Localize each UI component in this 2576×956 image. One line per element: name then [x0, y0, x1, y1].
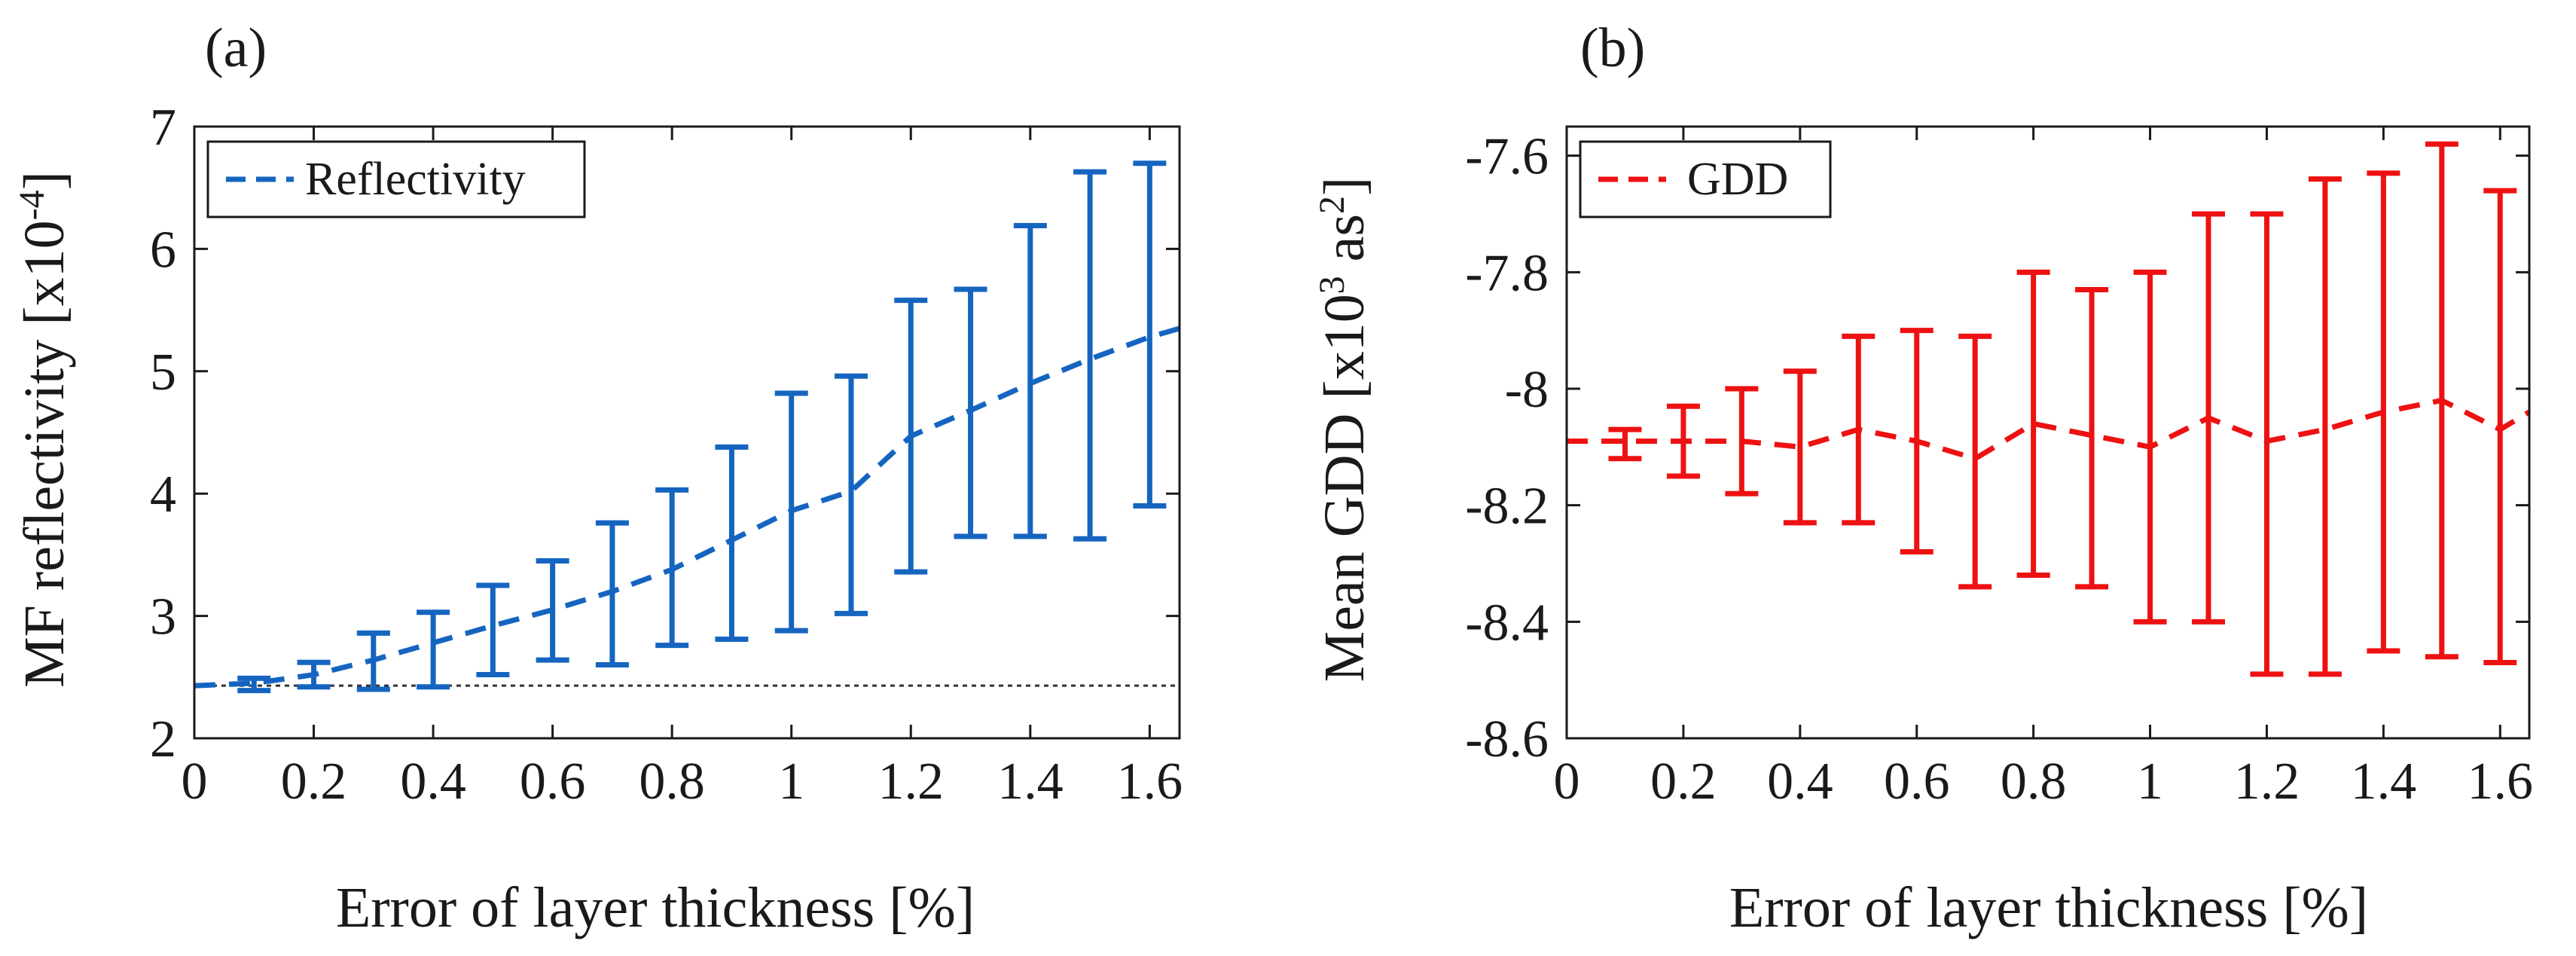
- b-error-bar: [1608, 426, 1642, 462]
- panel-a: (a) 0 0.2 0.4 0.6 0.8 1 1.2 1.4 1.6 2 3 4 5 6 7 Reflec…: [12, 17, 1183, 939]
- b-ytick-label: -7.8: [1465, 244, 1549, 302]
- b-error-bar: [2133, 269, 2167, 625]
- b-legend-box: [1579, 140, 1832, 218]
- b-error-bar: [1666, 403, 1700, 479]
- b-legend: GDD: [1579, 140, 1832, 218]
- b-xtick-label: 1.4: [2351, 753, 2417, 811]
- a-xlabel: Error of layer thickness [%]: [336, 876, 975, 939]
- a-ytick-label: 5: [150, 344, 176, 402]
- a-error-bar: [954, 286, 987, 539]
- panel-label-a: (a): [205, 17, 267, 79]
- b-error-bar: [2367, 170, 2401, 654]
- b-ytick-label: -8.6: [1465, 710, 1549, 768]
- b-error-bars: [1608, 141, 2517, 677]
- b-ytick-label: -8: [1505, 361, 1549, 419]
- a-xtick-label: 0: [182, 753, 208, 811]
- panel-label-b: (b): [1580, 17, 1645, 79]
- b-error-bar: [2075, 287, 2109, 590]
- a-error-bar: [595, 520, 629, 668]
- b-ylabel-end: ]: [1313, 177, 1376, 196]
- b-ytick-label: -7.6: [1465, 128, 1549, 186]
- a-xtick-label: 0.8: [639, 753, 705, 811]
- b-xtick-label: 0.4: [1767, 753, 1833, 811]
- a-ylabel-end: ]: [13, 171, 76, 190]
- a-legend: Reflectivity: [206, 140, 586, 218]
- a-xtick-label: 0.6: [520, 753, 586, 811]
- b-ylabel-exponent-2: 2: [1312, 196, 1352, 214]
- b-xtick-label: 0: [1554, 753, 1580, 811]
- a-error-bar: [356, 630, 390, 692]
- a-mean-line: [194, 325, 1180, 689]
- a-error-bar: [476, 582, 510, 678]
- a-xtick-label: 1.4: [997, 753, 1064, 811]
- a-ytick-label: 6: [150, 221, 176, 279]
- b-error-bar: [1900, 328, 1934, 555]
- a-tick-labels: 0 0.2 0.4 0.6 0.8 1 1.2 1.4 1.6 2 3 4 5 6 7: [150, 99, 1183, 811]
- a-error-bar: [297, 659, 331, 690]
- a-error-bar: [536, 558, 569, 663]
- a-error-bar: [774, 390, 808, 634]
- a-error-bar: [417, 609, 450, 690]
- a-legend-label: Reflectivity: [305, 154, 526, 205]
- b-xtick-label: 0.8: [2001, 753, 2067, 811]
- panel-b: (b) 0 0.2 0.4 0.6 0.8 1 1.2 1.4 1.6 -8.6 -8.4 -8.2 -…: [1312, 17, 2534, 939]
- a-error-bar: [894, 298, 928, 575]
- a-error-bars: [237, 160, 1167, 694]
- a-ylabel-main: MF reflectivity [x10: [13, 220, 76, 688]
- b-error-bar: [2308, 176, 2342, 677]
- b-ylabel-unit: as: [1313, 214, 1376, 276]
- b-error-bar: [2425, 141, 2458, 660]
- a-ytick-label: 3: [150, 588, 176, 646]
- a-error-bar: [1073, 169, 1107, 542]
- a-xtick-label: 0.4: [400, 753, 466, 811]
- b-error-bar: [2483, 188, 2517, 665]
- b-xtick-label: 0.2: [1650, 753, 1717, 811]
- b-error-bar: [1725, 386, 1759, 496]
- b-ylabel: Mean GDD [x103 as2]: [1312, 177, 1377, 683]
- b-tick-labels: 0 0.2 0.4 0.6 0.8 1 1.2 1.4 1.6 -8.6 -8.4 -8.2 -8 -7.…: [1465, 128, 2533, 811]
- a-ytick-label: 7: [150, 99, 176, 157]
- b-xtick-label: 0.6: [1884, 753, 1950, 811]
- b-error-bar: [2192, 211, 2225, 625]
- a-axes-frame: [193, 125, 1181, 740]
- a-error-bar: [1013, 223, 1047, 539]
- b-error-bar: [1842, 333, 1876, 526]
- b-axes-frame: [1565, 125, 2531, 740]
- b-xlabel: Error of layer thickness [%]: [1729, 876, 2368, 939]
- b-ytick-label: -8.4: [1465, 594, 1549, 652]
- a-error-bar: [835, 373, 868, 616]
- a-xtick-label: 1.2: [878, 753, 945, 811]
- a-error-bar: [715, 444, 749, 642]
- a-xtick-label: 1.6: [1117, 753, 1183, 811]
- a-error-bar: [655, 487, 689, 649]
- a-ylabel-exponent: -4: [12, 190, 52, 220]
- a-ytick-label: 2: [150, 710, 176, 768]
- b-error-bar: [1783, 368, 1817, 526]
- b-xtick-label: 1.6: [2468, 753, 2534, 811]
- a-ylabel: MF reflectivity [x10-4]: [12, 171, 77, 688]
- b-ylabel-exponent: 3: [1312, 276, 1352, 294]
- b-legend-label: GDD: [1687, 154, 1788, 205]
- b-error-bar: [2250, 211, 2284, 677]
- a-error-bar: [237, 675, 271, 694]
- b-ytick-label: -8.2: [1465, 478, 1549, 536]
- a-error-bar: [1133, 160, 1167, 509]
- a-xtick-label: 1: [778, 753, 804, 811]
- b-xtick-label: 1.2: [2234, 753, 2300, 811]
- b-ylabel-main: Mean GDD [x10: [1313, 294, 1376, 682]
- b-xtick-label: 1: [2137, 753, 2163, 811]
- a-legend-box: [206, 140, 586, 218]
- b-error-bar: [2016, 269, 2050, 578]
- a-xtick-label: 0.2: [281, 753, 347, 811]
- a-ytick-label: 4: [150, 466, 176, 524]
- b-error-bar: [1958, 333, 1992, 590]
